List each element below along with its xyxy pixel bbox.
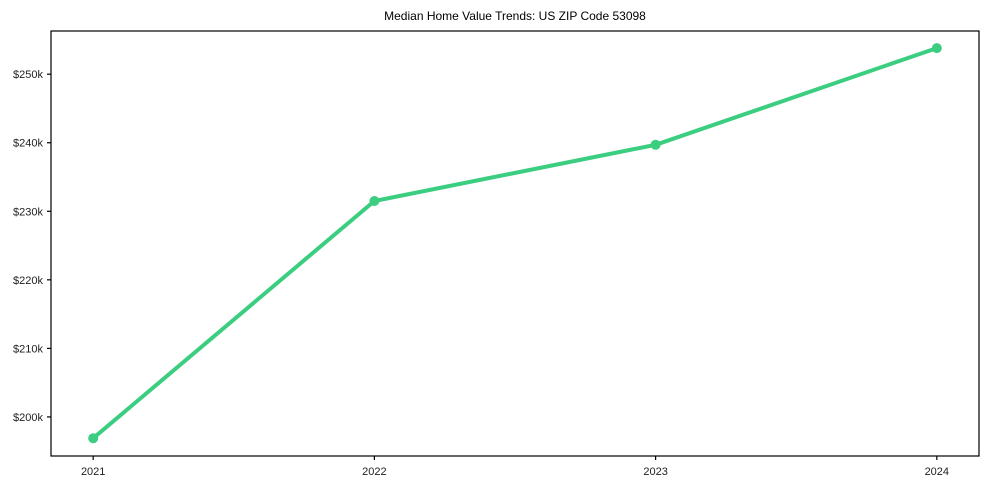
y-tick-label: $220k xyxy=(13,275,43,287)
x-tick-label: 2023 xyxy=(643,466,667,478)
x-tick-label: 2022 xyxy=(362,466,386,478)
trend-line xyxy=(91,46,939,441)
x-tick-label: 2021 xyxy=(81,466,105,478)
y-tick-label: $250k xyxy=(13,69,43,81)
chart-title: Median Home Value Trends: US ZIP Code 53… xyxy=(384,9,646,23)
y-tick-label: $240k xyxy=(13,138,43,150)
data-point-marker xyxy=(369,196,380,206)
y-tick-label: $210k xyxy=(13,343,43,355)
x-tick-label: 2024 xyxy=(925,466,949,478)
y-tick-label: $200k xyxy=(13,412,43,424)
y-tick-label: $230k xyxy=(13,206,43,218)
data-point-marker xyxy=(650,139,661,150)
data-point-marker xyxy=(88,433,99,444)
data-point-marker xyxy=(931,43,942,54)
plot-border xyxy=(50,30,980,457)
